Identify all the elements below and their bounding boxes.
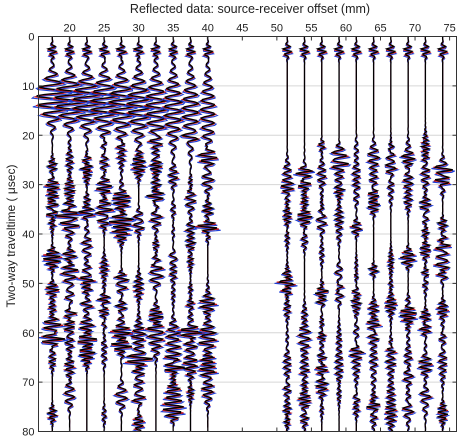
trace: [274, 36, 298, 432]
trace-black: [145, 36, 168, 432]
trace: [193, 36, 221, 432]
x-tick-label: 25: [98, 23, 110, 35]
trace: [383, 36, 400, 433]
x-tick-label: 35: [167, 23, 179, 35]
x-tick-label: 60: [340, 23, 352, 35]
y-tick-label: 0: [28, 32, 34, 44]
y-axis-label: Two-way traveltime ( μsec): [4, 165, 18, 308]
trace-black: [180, 36, 203, 432]
trace-black: [126, 36, 153, 432]
trace-blue: [68, 36, 106, 432]
trace: [364, 36, 383, 432]
x-tick-label: 75: [443, 23, 455, 35]
wiggle-traces: [30, 36, 455, 433]
trace: [397, 36, 419, 432]
trace-black: [434, 36, 453, 432]
chart-title: Reflected data: source-receiver offset (…: [130, 2, 370, 16]
trace-black: [366, 36, 381, 432]
trace: [86, 36, 122, 432]
trace-black: [197, 36, 218, 432]
trace: [122, 36, 156, 433]
x-tick-label: 45: [236, 23, 248, 35]
trace-black: [36, 36, 69, 432]
axis-ticks: 0 10 20 30 40 50 60 70 80 20 25 30 35 40 45 50 55 60 65 70 7…: [22, 23, 457, 439]
trace: [293, 36, 316, 432]
trace: [312, 36, 331, 432]
trace-black: [162, 36, 185, 432]
trace-black: [349, 36, 365, 432]
trace: [140, 36, 171, 432]
trace-black: [295, 36, 315, 432]
y-tick-label: 80: [22, 427, 34, 439]
trace: [328, 36, 352, 432]
y-tick-label: 40: [22, 229, 34, 241]
x-tick-label: 55: [305, 23, 317, 35]
y-tick-label: 70: [22, 377, 34, 389]
trace-black: [330, 36, 349, 432]
x-tick-label: 65: [374, 23, 386, 35]
x-tick-label: 50: [271, 23, 283, 35]
trace: [174, 36, 209, 432]
trace-black: [313, 36, 330, 432]
trace-black: [89, 36, 119, 432]
trace-black: [278, 36, 295, 432]
y-tick-label: 50: [22, 278, 34, 290]
trace: [30, 36, 74, 432]
trace: [159, 36, 188, 432]
x-tick-label: 70: [409, 23, 421, 35]
trace: [348, 36, 367, 432]
y-tick-label: 10: [22, 81, 34, 93]
x-tick-label: 20: [63, 23, 75, 35]
x-tick-label: 40: [202, 23, 214, 35]
x-tick-label: 30: [133, 23, 145, 35]
trace-black: [384, 36, 398, 432]
y-tick-label: 20: [22, 130, 34, 142]
trace-blue: [174, 36, 209, 432]
trace: [416, 36, 435, 432]
y-tick-label: 60: [22, 328, 34, 340]
trace: [431, 36, 455, 432]
y-tick-label: 30: [22, 180, 34, 192]
trace-black: [417, 36, 433, 432]
trace-black: [107, 36, 135, 432]
trace: [104, 36, 139, 432]
trace-black: [399, 36, 417, 432]
